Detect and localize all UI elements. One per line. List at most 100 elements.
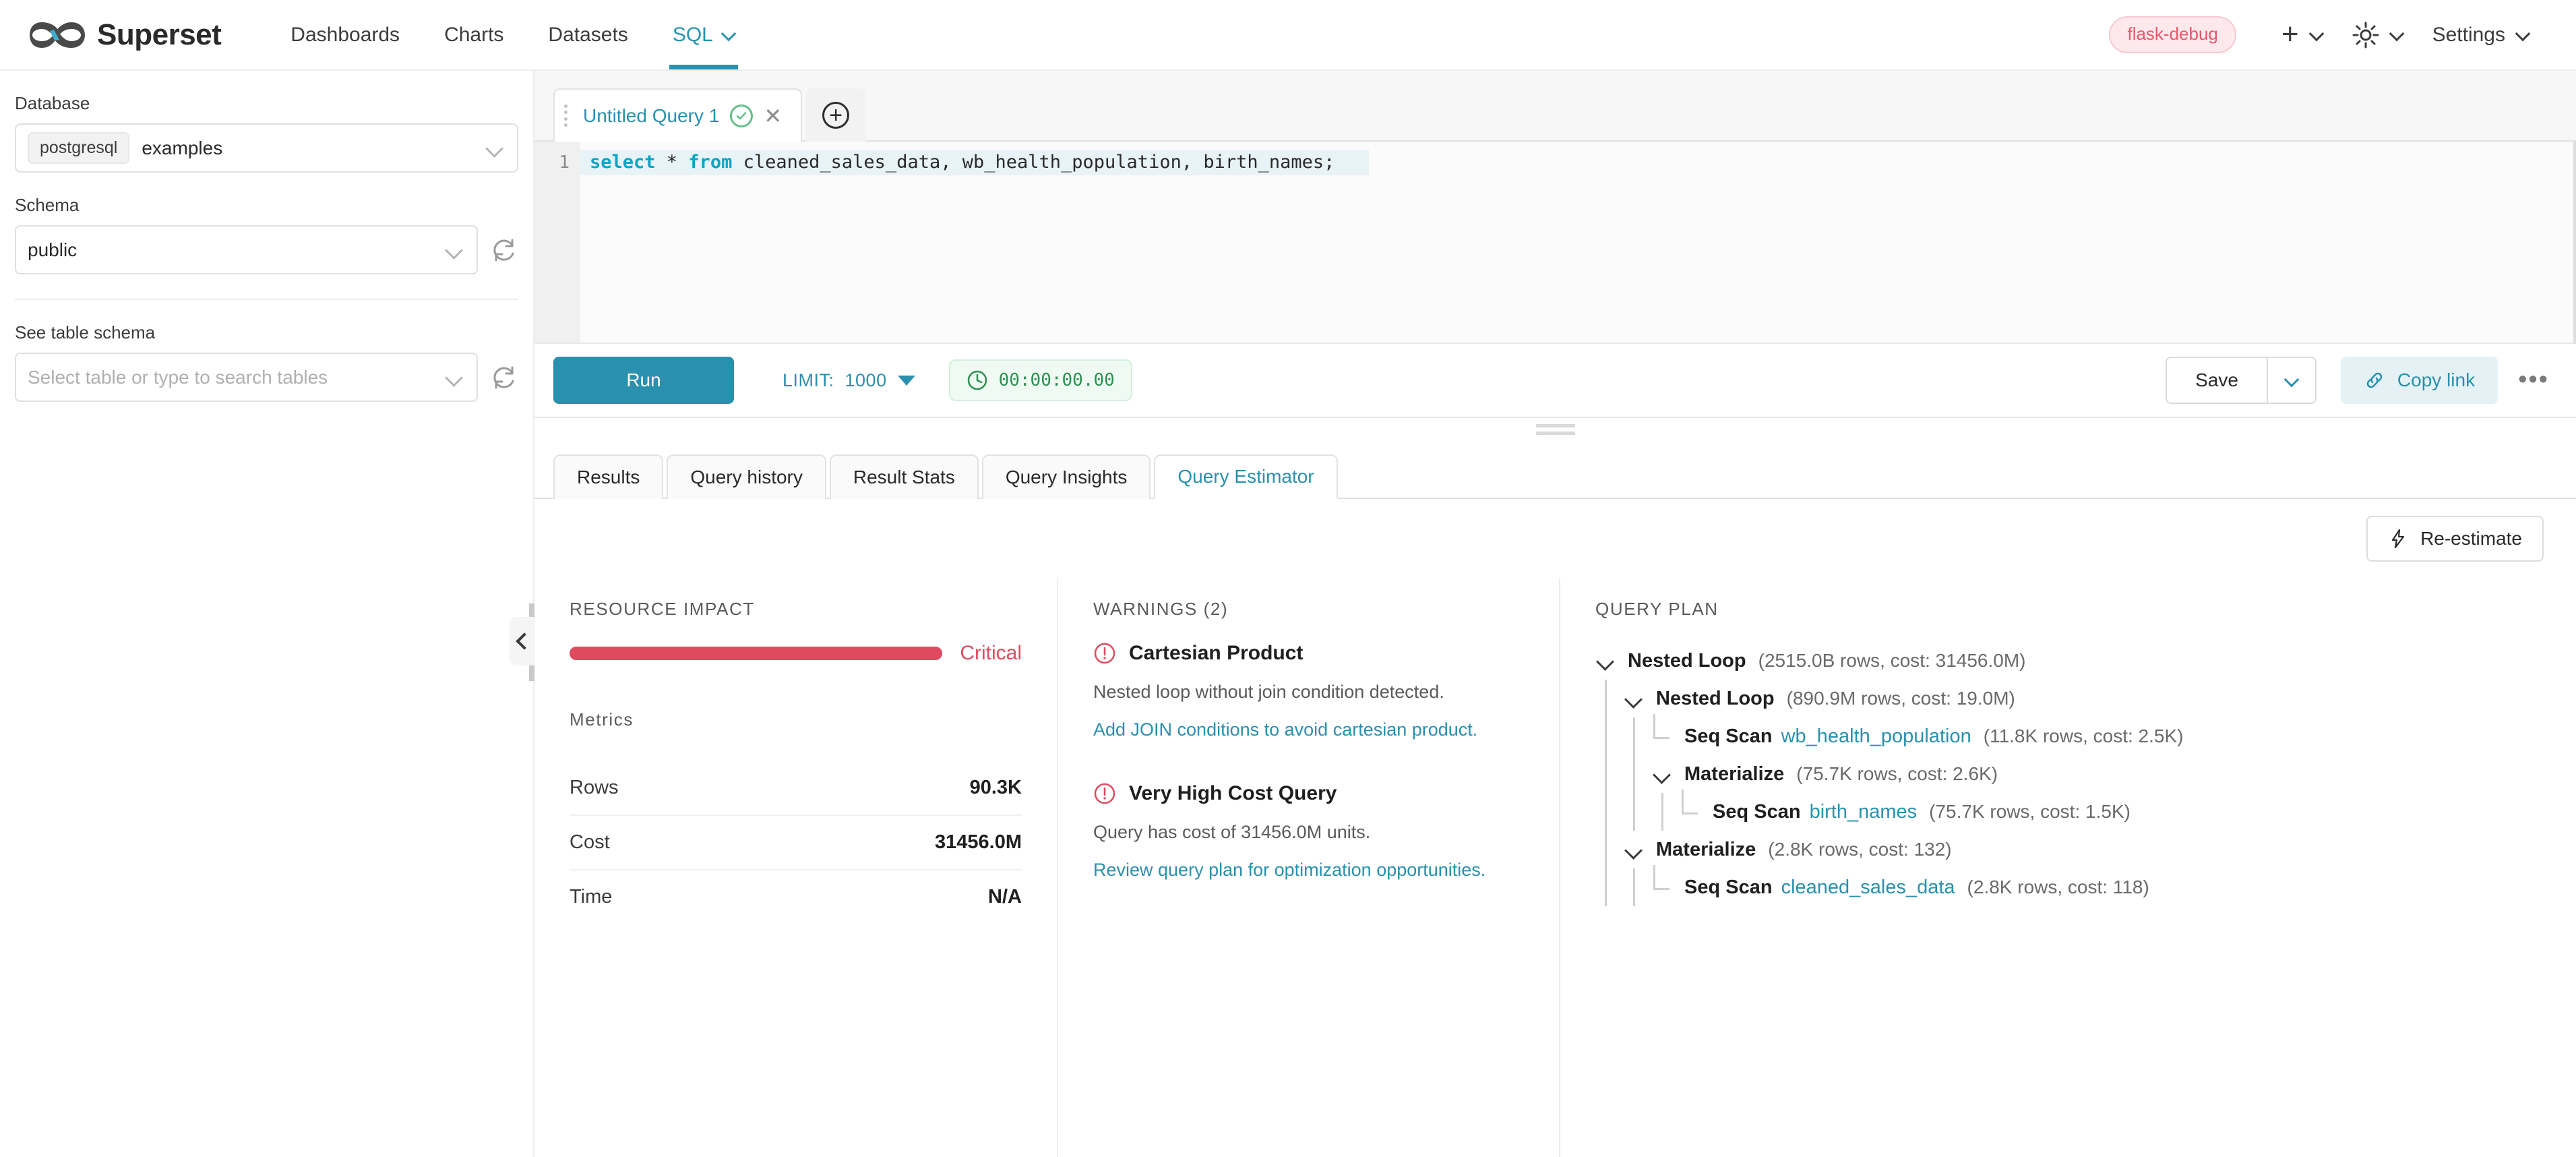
tab-query-history[interactable]: Query history	[667, 454, 826, 499]
limit-value: 1000	[845, 369, 887, 390]
sql-tables: cleaned_sales_data, wb_health_population…	[732, 152, 1335, 173]
query-plan-node[interactable]: Seq Scan cleaned_sales_data (2.8K rows, co…	[1595, 865, 2541, 906]
link-icon	[2364, 369, 2385, 391]
ellipsis-icon[interactable]: •••	[2518, 365, 2549, 394]
editor-scrollbar[interactable]	[2573, 142, 2576, 344]
warning-title: Very High Cost Query	[1129, 782, 1337, 804]
query-plan-node[interactable]: Seq Scan wb_health_population (11.8K rows,…	[1595, 714, 2541, 755]
nav-link-datasets[interactable]: Datasets	[526, 0, 650, 69]
nav-link-sql[interactable]: SQL	[650, 0, 757, 69]
query-timer-value: 00:00:00.00	[998, 370, 1115, 390]
query-plan-node-stats: (2.8K rows, cost: 132)	[1768, 839, 1952, 860]
database-select[interactable]: postgresql examples	[15, 123, 518, 173]
collapse-left-panel-button[interactable]	[510, 617, 535, 665]
check-circle-icon	[730, 104, 754, 127]
warning-item: Cartesian Product Nested loop without jo…	[1093, 642, 1524, 740]
save-dropdown-button[interactable]	[2267, 357, 2317, 404]
query-plan-node-stats: (75.7K rows, cost: 2.6K)	[1796, 763, 1998, 784]
add-query-tab-button[interactable]: +	[806, 88, 866, 142]
query-plan-node[interactable]: Materialize (2.8K rows, cost: 132)	[1595, 831, 2541, 868]
tab-query-insights[interactable]: Query Insights	[981, 454, 1151, 499]
query-plan-node[interactable]: Materialize (75.7K rows, cost: 2.6K)	[1595, 755, 2541, 793]
query-plan-node[interactable]: Nested Loop (890.9M rows, cost: 19.0M)	[1595, 680, 2541, 717]
settings-menu[interactable]: Settings	[2418, 24, 2544, 47]
editor-results-splitter[interactable]	[534, 417, 2576, 445]
re-estimate-button[interactable]: Re-estimate	[2366, 516, 2544, 562]
query-plan-node-operation: Nested Loop	[1628, 649, 1746, 672]
chevron-down-icon	[2516, 26, 2529, 39]
warnings-title: Warnings (2)	[1093, 599, 1229, 619]
query-plan-node-table[interactable]: birth_names	[1809, 800, 1918, 823]
warning-description: Nested loop without join condition detec…	[1093, 682, 1444, 702]
chevron-down-icon	[897, 375, 915, 386]
plus-icon: +	[2281, 18, 2299, 51]
warnings-column: Warnings (2) Cartesian Product	[1057, 578, 1559, 1157]
tab-results-label: Results	[577, 467, 640, 487]
query-plan-node[interactable]: Nested Loop (2515.0B rows, cost: 31456.0M…	[1595, 642, 2541, 680]
tree-guide-line	[1633, 717, 1635, 755]
tree-elbow-icon	[1680, 790, 1700, 822]
chevron-down-icon[interactable]	[1652, 764, 1672, 784]
tab-result-stats[interactable]: Result Stats	[829, 454, 979, 499]
metric-row: Cost 31456.0M	[570, 816, 1022, 870]
tree-guide-line	[1633, 868, 1635, 906]
query-plan-node-table[interactable]: wb_health_population	[1781, 725, 1971, 747]
tree-guide-line	[1633, 793, 1635, 831]
top-navbar: Superset Dashboards Charts Datasets SQL …	[0, 0, 2576, 71]
copy-link-button[interactable]: Copy link	[2340, 357, 2498, 404]
tab-result-stats-label: Result Stats	[853, 467, 955, 487]
metric-name: Cost	[570, 831, 610, 853]
query-plan-node-stats: (890.9M rows, cost: 19.0M)	[1786, 688, 2015, 709]
sql-editor-wrap: 1 select * from cleaned_sales_data, wb_h…	[534, 142, 2576, 417]
re-estimate-label: Re-estimate	[2420, 528, 2522, 549]
query-plan-node-table[interactable]: cleaned_sales_data	[1781, 876, 1955, 898]
tree-guide-line	[1605, 680, 1607, 717]
new-item-menu[interactable]: +	[2267, 18, 2337, 51]
save-button[interactable]: Save	[2166, 357, 2268, 404]
lightning-bolt-icon	[2388, 529, 2408, 549]
copy-link-label: Copy link	[2397, 369, 2476, 390]
query-plan-node-operation: Materialize	[1656, 838, 1756, 860]
query-plan-tree: Nested Loop (2515.0B rows, cost: 31456.0M…	[1595, 642, 2541, 906]
query-tab-untitled-query-1[interactable]: Untitled Query 1 ✕	[553, 88, 803, 142]
drag-grip-icon[interactable]	[564, 104, 571, 127]
main-area: Untitled Query 1 ✕ + 1 select * from cle…	[534, 71, 2576, 1157]
metric-name: Time	[570, 886, 613, 908]
query-plan-node-operation: Seq Scan	[1684, 876, 1773, 898]
chevron-down-icon[interactable]	[1624, 688, 1644, 709]
chevron-down-icon[interactable]	[1624, 839, 1644, 860]
resource-impact-column: Resource impact Critical Metrics Rows 90…	[534, 578, 1057, 1157]
editor-code-area[interactable]: select * from cleaned_sales_data, wb_hea…	[580, 142, 2576, 343]
metric-value: 31456.0M	[935, 831, 1022, 853]
nav-link-dashboards[interactable]: Dashboards	[268, 0, 422, 69]
impact-level-label: Critical	[960, 642, 1022, 664]
query-plan-node[interactable]: Seq Scan birth_names (75.7K rows, cost: 1.…	[1595, 790, 2541, 831]
query-plan-node-operation: Seq Scan	[1713, 800, 1801, 823]
tab-query-estimator[interactable]: Query Estimator	[1154, 454, 1338, 499]
sql-editor[interactable]: 1 select * from cleaned_sales_data, wb_h…	[534, 142, 2576, 344]
close-icon[interactable]: ✕	[764, 103, 783, 128]
nav-link-charts[interactable]: Charts	[422, 0, 526, 69]
nav-right: flask-debug + Settings	[2109, 16, 2544, 53]
alert-circle-icon	[1093, 642, 1116, 665]
database-engine-chip: postgresql	[28, 132, 130, 164]
run-button[interactable]: Run	[553, 357, 734, 404]
tree-guide-line	[1605, 793, 1607, 831]
theme-menu[interactable]	[2337, 22, 2418, 49]
brand[interactable]: Superset	[27, 18, 222, 52]
database-label: Database	[15, 93, 90, 113]
limit-label: LIMIT:	[783, 369, 834, 390]
tab-results[interactable]: Results	[553, 454, 664, 499]
table-select[interactable]: Select table or type to search tables	[15, 353, 478, 402]
query-plan-title: Query plan	[1595, 599, 1719, 619]
tree-guide-line	[1661, 793, 1663, 831]
refresh-schema-icon[interactable]	[490, 236, 518, 264]
warning-suggestion-link[interactable]: Add JOIN conditions to avoid cartesian p…	[1093, 719, 1478, 740]
refresh-tables-icon[interactable]	[490, 363, 518, 392]
schema-select-value: public	[28, 239, 78, 260]
chevron-down-icon[interactable]	[1595, 651, 1616, 671]
limit-dropdown[interactable]: LIMIT: 1000	[783, 370, 915, 391]
tab-query-insights-label: Query Insights	[1005, 467, 1128, 487]
warning-suggestion-link[interactable]: Review query plan for optimization oppor…	[1093, 860, 1486, 880]
schema-select[interactable]: public	[15, 225, 478, 274]
